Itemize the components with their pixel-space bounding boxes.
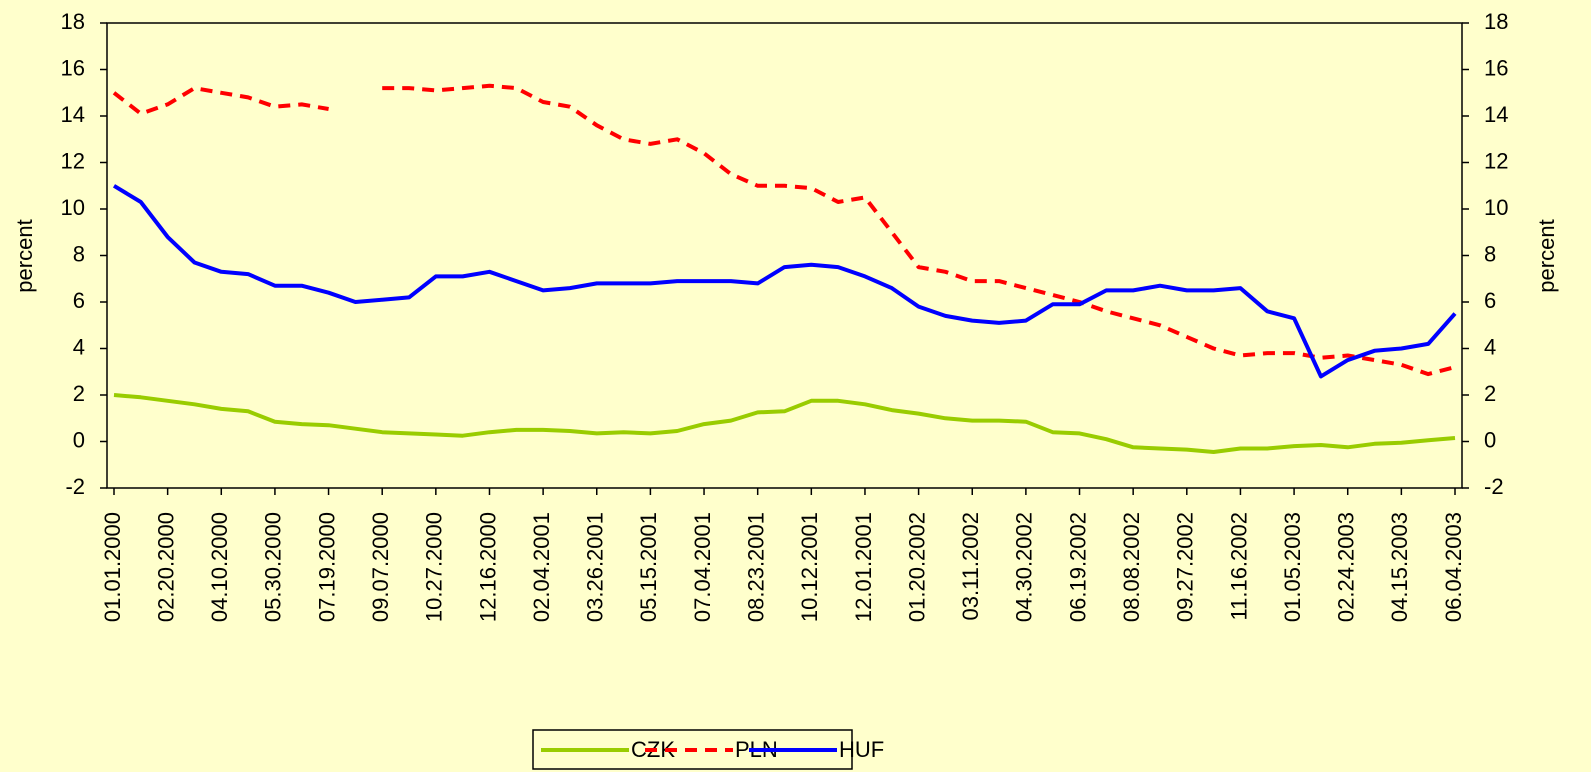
x-tick-label: 01.01.2000 [100,512,125,622]
y-tick-label: 4 [73,334,85,359]
y2-tick-label: 10 [1484,195,1508,220]
x-tick-label: 01.05.2003 [1280,512,1305,622]
y-axis-label: percent [12,219,37,292]
y2-tick-label: 2 [1484,381,1496,406]
x-tick-label: 02.04.2001 [529,512,554,622]
x-tick-label: 07.19.2000 [314,512,339,622]
x-tick-label: 07.04.2001 [690,512,715,622]
x-tick-label: 09.27.2002 [1173,512,1198,622]
y-tick-label: 2 [73,381,85,406]
x-tick-label: 06.19.2002 [1065,512,1090,622]
x-tick-label: 04.30.2002 [1012,512,1037,622]
x-tick-label: 09.07.2000 [368,512,393,622]
y2-tick-label: 0 [1484,427,1496,452]
x-tick-label: 04.15.2003 [1387,512,1412,622]
y2-tick-label: 4 [1484,334,1496,359]
x-tick-label: 05.30.2000 [261,512,286,622]
x-tick-label: 05.15.2001 [636,512,661,622]
x-tick-label: 12.16.2000 [475,512,500,622]
y-tick-label: 16 [61,55,85,80]
line-huf [112,184,1457,379]
x-tick-label: 10.12.2001 [797,512,822,622]
x-tick-label: 03.11.2002 [958,512,983,620]
line-czk [113,393,1456,454]
x-tick-label: 11.16.2002 [1226,512,1251,620]
y-tick-label: 10 [61,195,85,220]
y2-tick-label: 18 [1484,9,1508,34]
x-tick-label: 04.10.2000 [207,512,232,622]
y2-tick-label: 16 [1484,55,1508,80]
y-tick-label: -2 [65,474,85,499]
x-tick-label: 12.01.2001 [851,512,876,622]
y2-axis-label: percent [1534,219,1559,292]
x-tick-label: 02.20.2000 [153,512,178,622]
y-tick-label: 8 [73,241,85,266]
y2-tick-label: -2 [1484,474,1504,499]
x-tick-label: 10.27.2000 [422,512,447,622]
x-tick-label: 08.23.2001 [743,512,768,622]
x-tick-label: 02.24.2003 [1334,512,1359,622]
y2-tick-label: 8 [1484,241,1496,266]
plot-area [106,22,1463,489]
y-tick-label: 6 [73,288,85,313]
x-tick-label: 03.26.2001 [583,512,608,622]
line-pln [112,83,1456,377]
y-tick-label: 12 [61,148,85,173]
y2-tick-label: 14 [1484,102,1508,127]
legend-label: HUF [839,737,884,762]
y-tick-label: 0 [73,427,85,452]
y2-tick-label: 6 [1484,288,1496,313]
y-tick-label: 18 [61,9,85,34]
x-tick-label: 06.04.2003 [1441,512,1466,622]
y-tick-label: 14 [61,102,85,127]
x-tick-label: 01.20.2002 [904,512,929,622]
y2-tick-label: 12 [1484,148,1508,173]
x-tick-label: 08.08.2002 [1119,512,1144,622]
